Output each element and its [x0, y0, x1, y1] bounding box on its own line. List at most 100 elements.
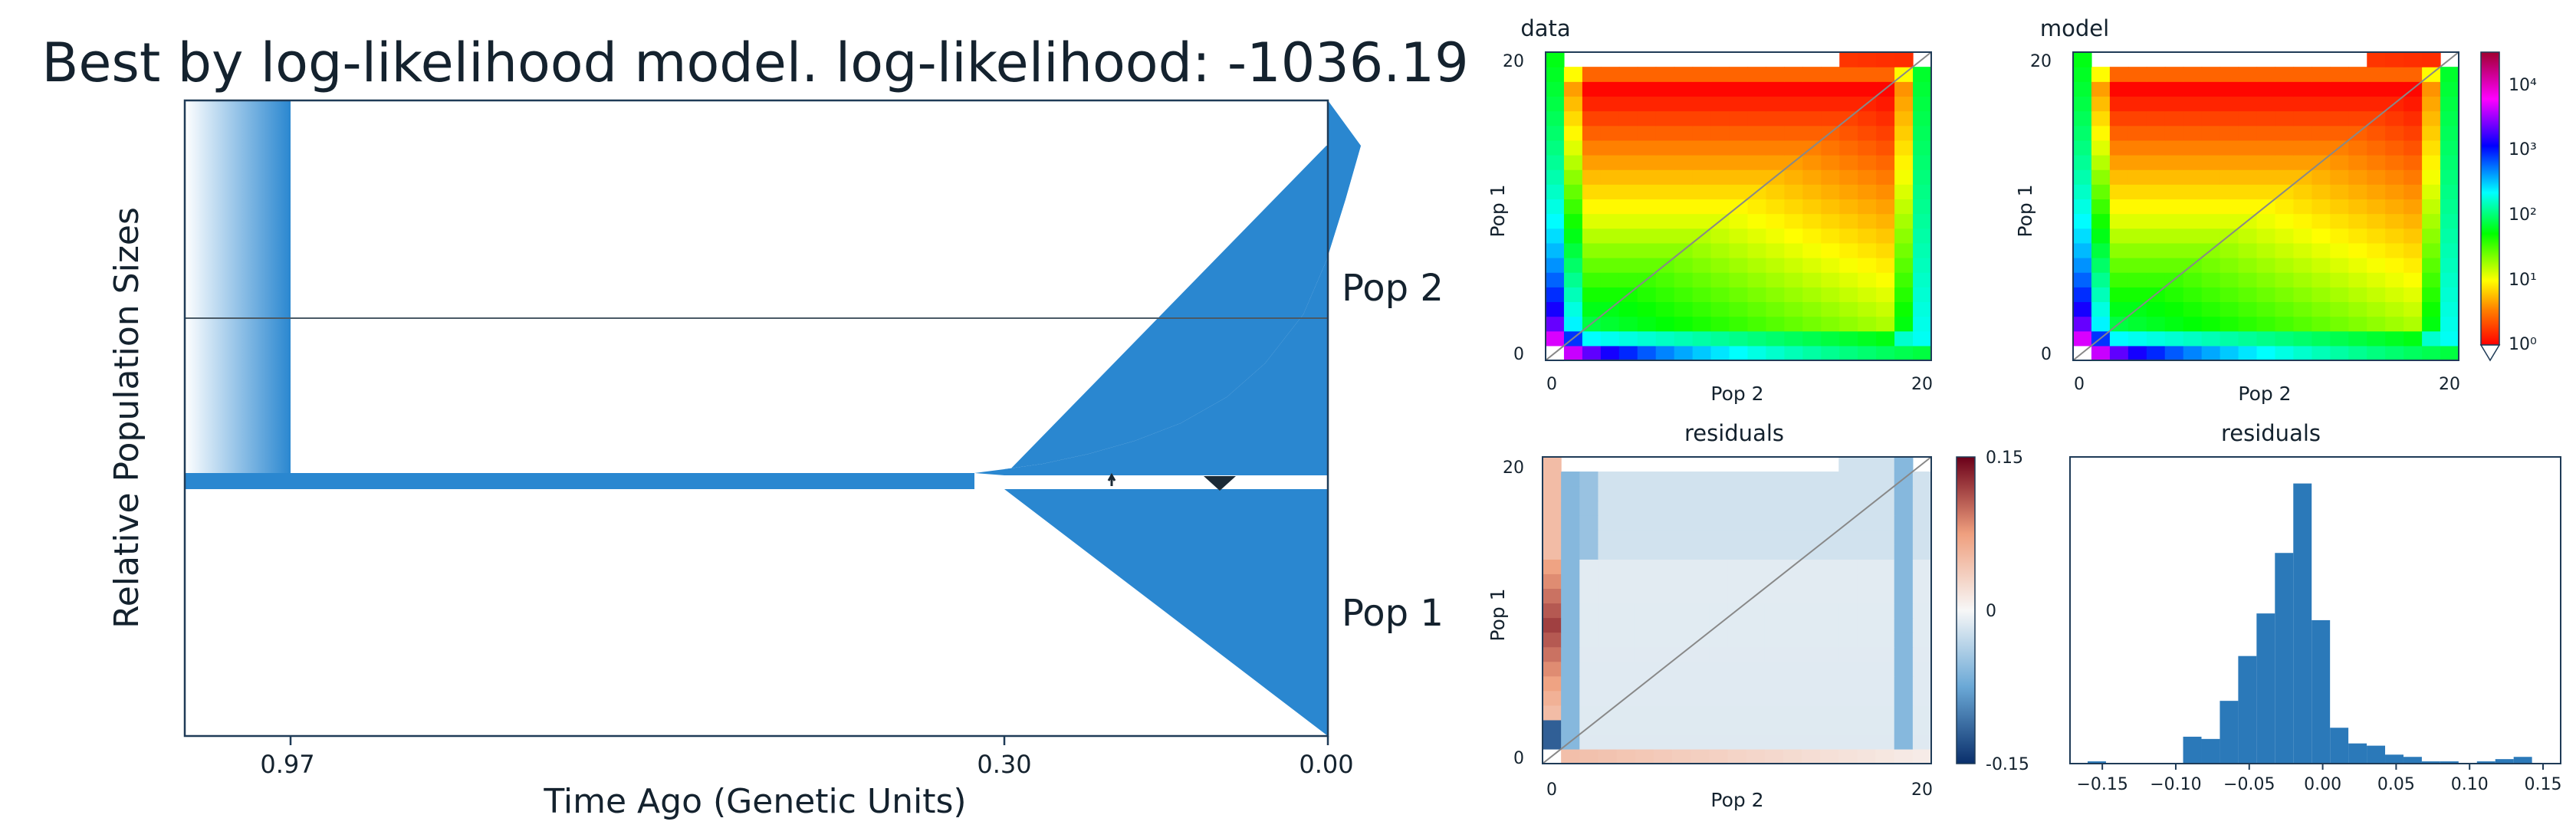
- heatmap-cell: [2440, 140, 2459, 156]
- heatmap-cell: [1692, 169, 1712, 185]
- heatmap-cell: [2404, 330, 2423, 347]
- heatmap-cell: [2330, 213, 2349, 229]
- heatmap-cell: [1802, 515, 1821, 531]
- heatmap-cell: [1858, 52, 1877, 67]
- histogram-bar: [2275, 553, 2294, 764]
- migration-arrow-large: [1204, 476, 1236, 491]
- heatmap-cell: [1784, 96, 1803, 112]
- heatmap-cell: [1802, 661, 1821, 677]
- heatmap-cell: [1821, 301, 1840, 317]
- heatmap-cell: [1600, 242, 1620, 258]
- heatmap-cell: [1729, 330, 1749, 347]
- heatmap-cell: [1802, 748, 1821, 764]
- heatmap-cell: [1598, 675, 1618, 692]
- heatmap-cell: [1546, 199, 1565, 215]
- heatmap-cell: [1802, 472, 1821, 487]
- heatmap-cell: [1746, 515, 1766, 531]
- heatmap-cell: [1820, 661, 1839, 677]
- heatmap-cell: [2256, 272, 2276, 288]
- heatmap-cell: [1912, 486, 1932, 501]
- heatmap-cell: [1783, 748, 1802, 764]
- demography-x-label: Time Ago (Genetic Units): [543, 782, 966, 821]
- heatmap-cell: [1746, 690, 1766, 706]
- heatmap-cell: [1876, 316, 1895, 332]
- heatmap-cell: [1912, 472, 1932, 487]
- heatmap-cell: [1672, 719, 1691, 735]
- heatmap-cell: [2385, 330, 2404, 347]
- heatmap-cell: [1727, 472, 1747, 487]
- heatmap-cell: [1582, 155, 1602, 170]
- heatmap-cell: [1579, 573, 1599, 590]
- heatmap-cell: [1839, 258, 1858, 273]
- heatmap-cell: [1600, 199, 1620, 215]
- heatmap-cell: [1616, 530, 1636, 545]
- heatmap-cell: [1710, 199, 1730, 215]
- heatmap-cell: [1579, 486, 1599, 501]
- heatmap-cell: [2275, 96, 2295, 112]
- heatmap-cell: [1766, 242, 1785, 258]
- heatmap-cell: [1672, 734, 1691, 750]
- heatmap-cell: [1563, 140, 1583, 156]
- heatmap-cell: [1563, 125, 1583, 141]
- heatmap-cell: [1674, 287, 1694, 303]
- heatmap-cell: [1709, 515, 1729, 531]
- heatmap-cell: [1784, 272, 1803, 288]
- heatmap-cell: [1653, 734, 1673, 750]
- heatmap-cell: [1912, 632, 1932, 648]
- heatmap-cell: [1838, 675, 1858, 692]
- heatmap-cell: [2109, 125, 2129, 141]
- heatmap-cell: [1729, 125, 1749, 141]
- heatmap-cell: [2275, 125, 2295, 141]
- diagonal-line: [1542, 456, 1932, 764]
- heatmap-cell: [2256, 125, 2276, 141]
- heatmap-cell: [1857, 690, 1877, 706]
- heatmap-cell: [1875, 632, 1895, 648]
- heatmap-cell: [1616, 632, 1636, 648]
- heatmap-cell: [2275, 301, 2295, 317]
- heatmap-cell: [2348, 242, 2367, 258]
- heatmap-cell: [2367, 140, 2386, 156]
- heatmap-cell: [2238, 272, 2258, 288]
- heatmap-cell: [1784, 228, 1803, 244]
- heatmap-cell: [1563, 242, 1583, 258]
- heatmap-cell: [1582, 272, 1602, 288]
- heatmap-cell: [1858, 272, 1877, 288]
- heatmap-cell: [1766, 184, 1785, 200]
- heatmap-cell: [1802, 242, 1822, 258]
- heatmap-cell: [1802, 573, 1821, 590]
- heatmap-cell: [1655, 125, 1675, 141]
- heatmap-cell: [1637, 316, 1657, 332]
- residual-heatmap-title: residuals: [1684, 420, 1784, 446]
- heatmap-cell: [1692, 155, 1712, 170]
- heatmap-cell: [1543, 530, 1562, 545]
- heatmap-cell: [1839, 287, 1858, 303]
- heatmap-cell: [1913, 140, 1932, 156]
- heatmap-cell: [2238, 199, 2258, 215]
- heatmap-cell: [1894, 272, 1914, 288]
- heatmap-cell: [2091, 272, 2111, 288]
- heatmap-cell: [2146, 330, 2166, 347]
- heatmap-cell: [1674, 228, 1694, 244]
- heatmap-cell: [1543, 457, 1562, 472]
- heatmap-cell: [2220, 301, 2239, 317]
- heatmap-cell: [2385, 287, 2404, 303]
- heatmap-cell: [1784, 330, 1803, 347]
- histogram-bar: [2183, 736, 2202, 764]
- heatmap-cell: [1637, 242, 1657, 258]
- heatmap-cell: [1600, 272, 1620, 288]
- heatmap-cell: [1784, 287, 1803, 303]
- heatmap-cell: [1563, 287, 1583, 303]
- heatmap-cell: [1727, 515, 1747, 531]
- heatmap-cell: [2128, 184, 2147, 200]
- heatmap-cell: [2348, 110, 2367, 127]
- heatmap-cell: [1561, 588, 1580, 604]
- heatmap-cell: [1672, 486, 1691, 501]
- heatmap-cell: [1709, 588, 1729, 604]
- heatmap-cell: [1637, 258, 1657, 273]
- heatmap-cell: [1821, 184, 1840, 200]
- heatmap-cell: [1582, 81, 1602, 97]
- heatmap-cell: [1821, 110, 1840, 127]
- heatmap-cell: [1653, 472, 1673, 487]
- heatmap-cell: [2330, 330, 2349, 347]
- heatmap-cell: [2091, 184, 2111, 200]
